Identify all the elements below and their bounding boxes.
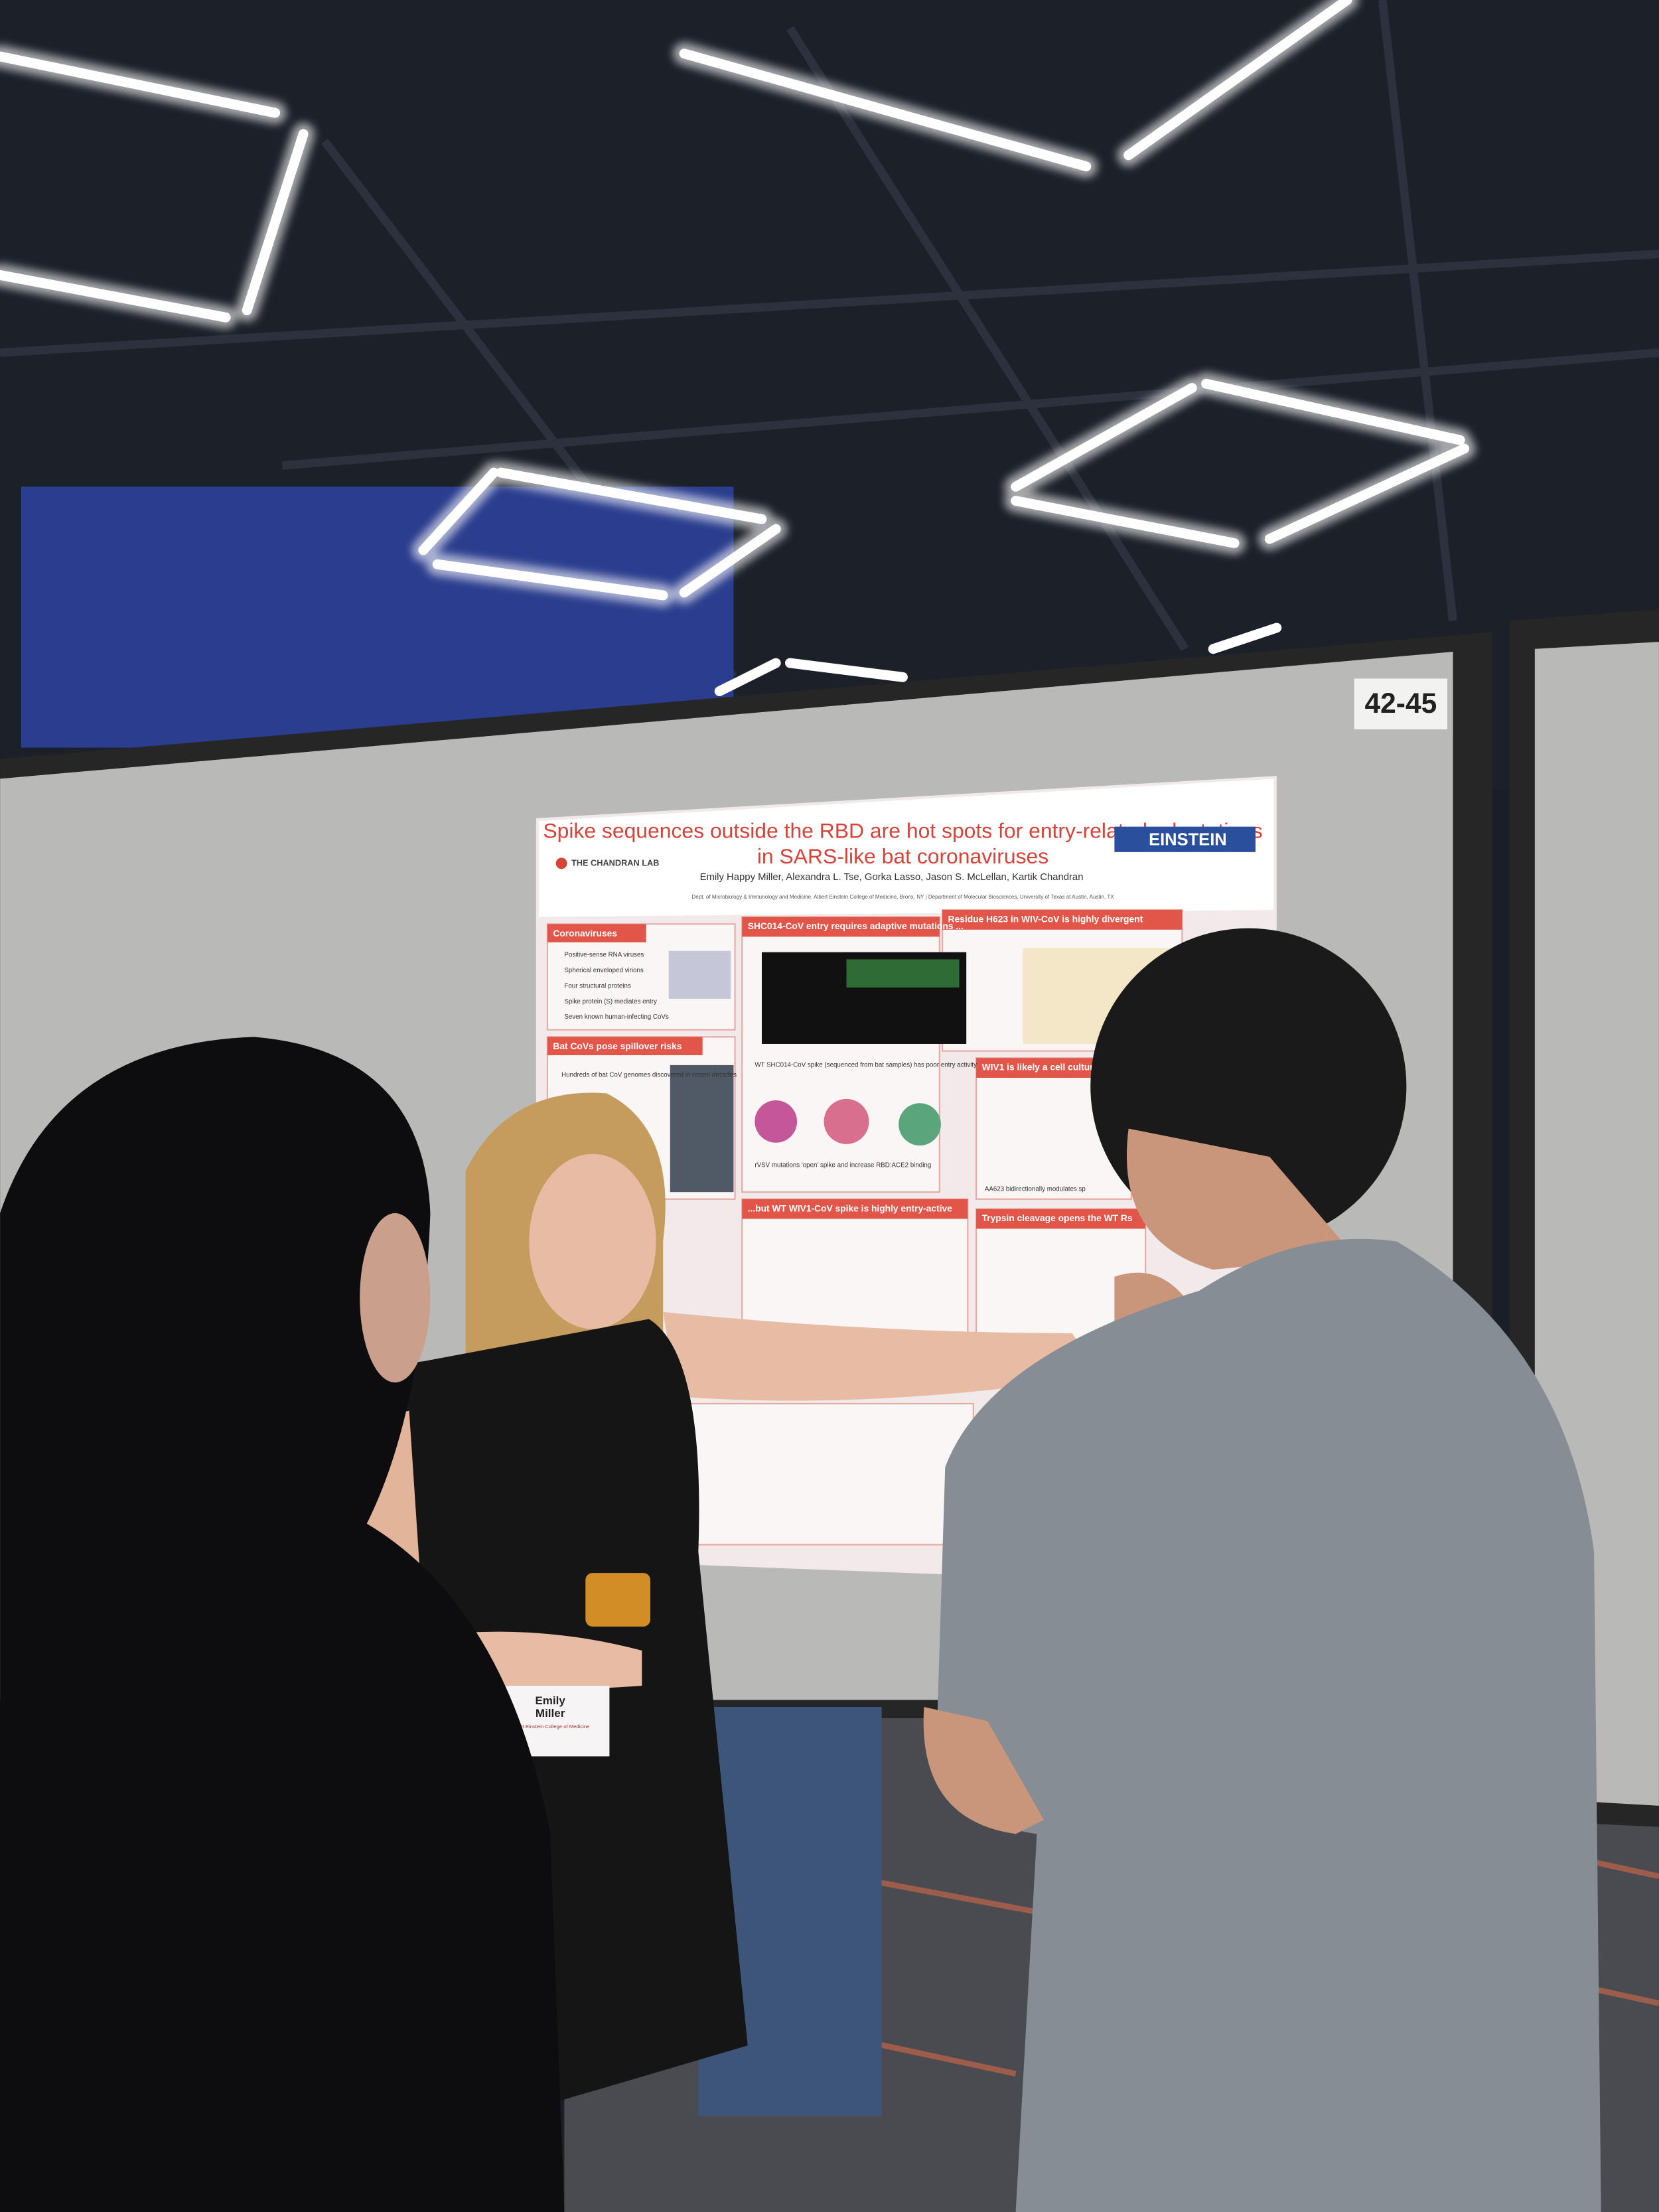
poster-header [539, 778, 1274, 917]
institution: EINSTEIN [1149, 831, 1227, 849]
section-title: Bat CoVs pose spillover risks [553, 1041, 682, 1051]
poster-title: in SARS-like bat coronaviruses [757, 844, 1048, 868]
poster-affiliation: Dept. of Microbiology & Immunology and M… [691, 894, 1114, 900]
section-title: WIV1 is likely a cell culture- [982, 1062, 1102, 1072]
face-edge [360, 1213, 431, 1383]
section-title: ...but WT WIV1-CoV spike is highly entry… [748, 1203, 953, 1213]
section-bullet: Spherical enveloped virions [564, 967, 644, 974]
section-bullet: Hundreds of bat CoV genomes discovered i… [561, 1071, 737, 1078]
section-bullet: WT SHC014-CoV spike (sequenced from bat … [755, 1061, 977, 1069]
board-number: 42-45 [1365, 688, 1437, 719]
section-bullet: Positive-sense RNA viruses [564, 952, 644, 959]
section-title: Residue H623 in WIV-CoV is highly diverg… [948, 914, 1143, 924]
section-title: SHC014-CoV entry requires adaptive mutat… [748, 921, 964, 931]
institution-logo [1114, 826, 1256, 852]
person-foreground-right [923, 928, 1601, 2212]
blue-wall [21, 486, 734, 748]
person-foreground-left [0, 1037, 565, 2212]
ceiling-beams [0, 0, 1659, 680]
section-title: Trypsin cleavage opens the WT Rs [982, 1213, 1133, 1223]
poster-authors: Emily Happy Miller, Alexandra L. Tse, Go… [700, 872, 1084, 883]
section-bullet: Spike protein (S) mediates entry [564, 998, 657, 1005]
ceiling-lights [0, 0, 1476, 697]
lab-name: THE CHANDRAN LAB [571, 857, 659, 867]
section-title: Coronaviruses [553, 928, 617, 938]
section-bullet: Seven known human-infecting CoVs [564, 1013, 669, 1021]
section-bullet: Four structural proteins [564, 982, 631, 990]
presenter: Emily Miller Albert Einstein College of … [340, 1092, 1101, 2116]
lab-logo [555, 857, 567, 869]
badge-organization: Albert Einstein College of Medicine [511, 1724, 590, 1730]
section-bullet: rVSV mutations 'open' spike and increase… [755, 1161, 931, 1169]
badge-first-name: Emily [535, 1694, 565, 1707]
section-bullet: AA623 bidirectionally modulates sp [985, 1185, 1086, 1193]
board-number-card [1354, 678, 1448, 729]
badge-last-name: Miller [536, 1707, 565, 1720]
